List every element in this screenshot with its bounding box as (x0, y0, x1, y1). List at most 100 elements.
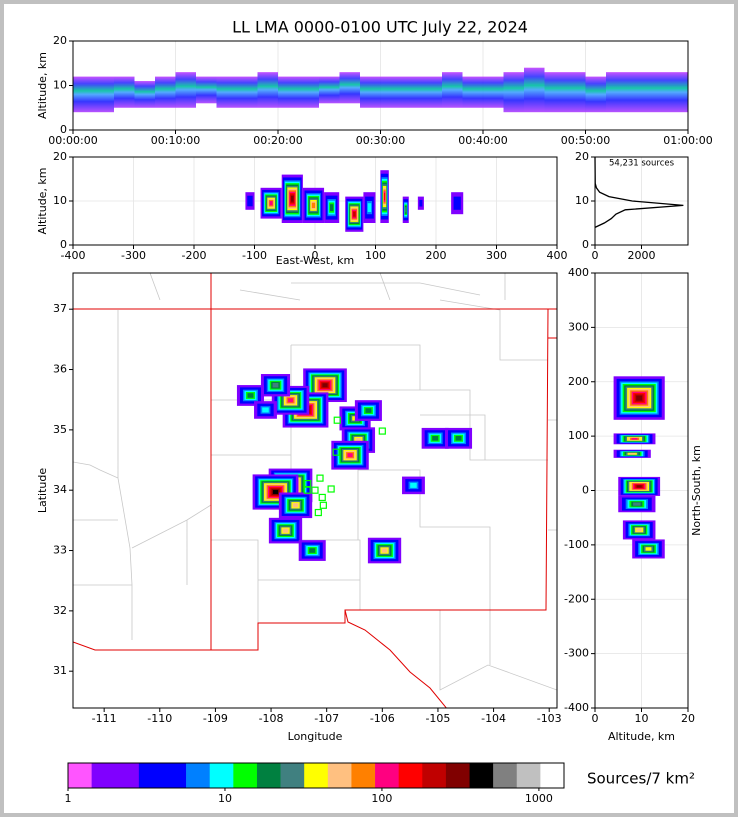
station (319, 501, 327, 509)
density-cell (282, 528, 289, 533)
axes-frame (594, 156, 689, 246)
chart-title: LL LMA 0000-0100 UTC July 22, 2024 (232, 18, 528, 37)
source-column (257, 72, 278, 108)
source-column (503, 72, 524, 113)
source-cluster (245, 192, 255, 210)
colorbar-segment (304, 763, 329, 788)
y-axis-label: North-South, km (690, 445, 703, 536)
source-column (196, 76, 217, 104)
x-axis-label: Altitude, km (608, 730, 675, 743)
source-cluster (445, 427, 473, 449)
x-tick-label: 00:00:00 (48, 134, 97, 147)
y-axis-label: Latitude (36, 468, 49, 514)
colorbar-segment (68, 763, 92, 788)
y-tick-label: 36 (53, 363, 67, 376)
density-cell (292, 503, 299, 508)
x-axis-label: East-West, km (276, 254, 354, 267)
colorbar-label: Sources/7 km² (587, 770, 695, 788)
x-tick-label: -104 (481, 712, 506, 725)
y-tick-label: 0 (60, 123, 67, 136)
x-tick-label: 0 (592, 712, 599, 725)
annotation: 54,231 sources (609, 159, 675, 169)
colorbar-segment (375, 763, 399, 788)
source-column (442, 72, 463, 108)
colorbar-segment (280, 763, 305, 788)
colorbar-tick-label: 100 (371, 792, 392, 805)
density-cell (247, 393, 254, 398)
source-cluster (417, 196, 424, 210)
axes-frame (594, 272, 689, 709)
colorbar-segment (186, 763, 211, 788)
density-cell (329, 204, 334, 212)
station (333, 416, 341, 424)
density-cell (633, 502, 641, 506)
x-tick-label: -105 (425, 712, 450, 725)
source-cluster (324, 192, 340, 223)
colorbar-tick-label: 1 (65, 792, 72, 805)
station (314, 508, 322, 517)
source-column (544, 72, 565, 113)
y-tick-label: 20 (53, 34, 67, 47)
source-cluster (618, 476, 661, 496)
density-cell (367, 203, 372, 212)
density-cell (454, 198, 460, 208)
source-cluster (298, 540, 326, 561)
map-base (73, 273, 557, 708)
y-tick-label: -100 (564, 538, 589, 551)
x-tick-label: -108 (259, 712, 284, 725)
source-column (401, 76, 422, 108)
x-tick-label: -100 (242, 249, 267, 262)
x-tick-label: 2000 (628, 249, 656, 262)
density-cell (410, 482, 417, 488)
y-tick-label: 33 (53, 544, 67, 557)
axes-frame (72, 272, 558, 709)
source-cluster (618, 495, 656, 513)
x-tick-label: -106 (370, 712, 395, 725)
y-axis-label: Altitude, km (36, 52, 49, 119)
source-cluster (402, 476, 425, 495)
source-column (360, 76, 381, 108)
x-axis-label: Longitude (288, 730, 343, 743)
axes-frame (67, 762, 565, 789)
density-cell (636, 528, 642, 532)
source-column (319, 76, 340, 104)
y-tick-label: -400 (564, 701, 589, 714)
x-tick-label: 00:40:00 (458, 134, 507, 147)
station (378, 427, 386, 435)
density-cell (287, 398, 294, 403)
x-tick-label: -103 (537, 712, 562, 725)
x-tick-label: -200 (182, 249, 207, 262)
y-tick-label: 10 (575, 194, 589, 207)
density-cell (311, 202, 316, 209)
y-tick-label: 0 (582, 484, 589, 497)
y-tick-label: 31 (53, 664, 67, 677)
source-column (421, 76, 442, 108)
x-tick-label: -110 (147, 712, 172, 725)
source-cluster (345, 196, 364, 232)
station (327, 485, 335, 493)
source-cluster (281, 174, 303, 223)
source-cluster (331, 440, 369, 470)
source-column (585, 76, 606, 113)
axes-frame (72, 40, 689, 131)
source-column (606, 72, 627, 113)
density-cell (347, 453, 353, 458)
source-cluster (451, 192, 464, 215)
station (304, 479, 312, 488)
source-column (483, 76, 504, 108)
y-tick-label: -300 (564, 647, 589, 660)
colorbar-segment (469, 763, 494, 788)
density-cell (365, 408, 372, 413)
density-cell (419, 199, 423, 207)
source-column (380, 76, 401, 108)
station (311, 486, 319, 494)
source-cluster (254, 401, 277, 419)
density-cell (629, 453, 636, 455)
y-tick-label: 34 (53, 483, 67, 496)
y-tick-label: 35 (53, 423, 67, 436)
y-tick-label: 20 (53, 150, 67, 163)
station (303, 486, 311, 494)
x-tick-label: 0 (312, 249, 319, 262)
colorbar-segment (327, 763, 352, 788)
y-axis-label: Altitude, km (36, 167, 49, 234)
